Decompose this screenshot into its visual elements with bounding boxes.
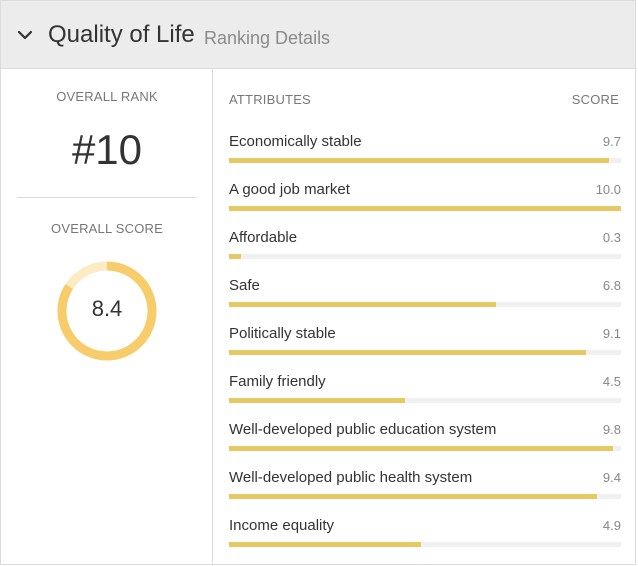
card-subtitle: Ranking Details: [204, 28, 331, 48]
attribute-label: A good job market: [229, 181, 350, 198]
score-bar-fill: [229, 494, 598, 499]
card-title: Quality of Life: [48, 21, 195, 48]
attribute-score: 6.8: [602, 278, 621, 293]
attribute-row: Income equality 4.9: [229, 517, 621, 565]
score-bar-fill: [229, 446, 614, 451]
score-bar-track: [229, 446, 621, 451]
attribute-label: Politically stable: [229, 325, 336, 342]
attribute-row: Politically stable 9.1: [229, 325, 621, 373]
attribute-score: 4.9: [602, 518, 621, 533]
attribute-row: Well-developed public education system 9.…: [229, 421, 621, 469]
card-header[interactable]: Quality of Life Ranking Details: [1, 1, 635, 69]
attribute-row: Family friendly 4.5: [229, 373, 621, 421]
divider: [17, 197, 197, 198]
attribute-score: 10.0: [595, 182, 621, 197]
attribute-label: Well-developed public health system: [229, 469, 473, 486]
score-bar-track: [229, 350, 621, 355]
overall-rank-label: OVERALL RANK: [56, 89, 158, 104]
score-bar-fill: [229, 302, 496, 307]
score-bar-track: [229, 206, 621, 211]
attributes-header: ATTRIBUTES: [229, 92, 311, 107]
score-bar-track: [229, 542, 621, 547]
score-bar-track: [229, 158, 621, 163]
attribute-score: 9.4: [602, 470, 621, 485]
score-bar-track: [229, 254, 621, 259]
score-bar-fill: [229, 206, 621, 211]
attribute-label: Income equality: [229, 517, 335, 534]
attribute-score: 0.3: [602, 230, 621, 245]
attribute-row: A good job market 10.0: [229, 181, 621, 229]
attribute-score: 9.8: [602, 422, 621, 437]
score-bar-track: [229, 494, 621, 499]
score-bar-fill: [229, 398, 406, 403]
score-bar-fill: [229, 254, 241, 259]
score-bar-track: [229, 398, 621, 403]
attribute-row: Safe 6.8: [229, 277, 621, 325]
attribute-score: 9.1: [602, 326, 621, 341]
attribute-label: Family friendly: [229, 373, 326, 390]
score-bar-fill: [229, 542, 422, 547]
attribute-row: Well-developed public health system 9.4: [229, 469, 621, 517]
attribute-score: 9.7: [602, 134, 621, 149]
ring-fill: [57, 261, 157, 361]
score-bar-fill: [229, 350, 586, 355]
attribute-label: Well-developed public education system: [229, 421, 497, 438]
attribute-label: Economically stable: [229, 133, 362, 150]
overall-score-ring: [57, 261, 157, 361]
overall-score-label: OVERALL SCORE: [51, 221, 163, 236]
attribute-label: Affordable: [229, 229, 298, 246]
attribute-score: 4.5: [602, 374, 621, 389]
score-header: SCORE: [571, 92, 619, 107]
attribute-row: Economically stable 9.7: [229, 133, 621, 181]
overall-rank-value: #10: [71, 126, 143, 173]
score-bar-track: [229, 302, 621, 307]
score-bar-fill: [229, 158, 610, 163]
attribute-label: Safe: [229, 277, 260, 294]
overall-panel: [1, 69, 213, 566]
overall-score-value: 8.4: [91, 296, 123, 321]
chevron-down-icon[interactable]: [16, 28, 34, 42]
attribute-row: Affordable 0.3: [229, 229, 621, 277]
